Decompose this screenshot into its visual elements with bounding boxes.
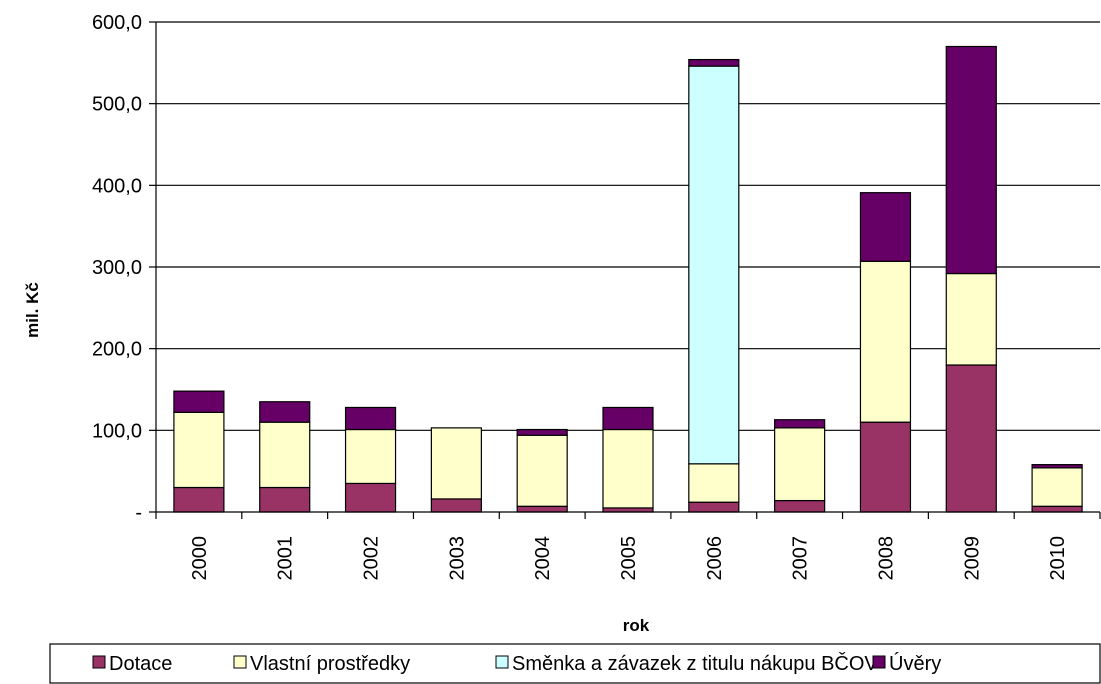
y-axis-title: mil. Kč (23, 282, 42, 338)
bar-segment (602, 507, 654, 513)
bar-segment (173, 411, 225, 489)
y-tick-label: 400,0 (92, 175, 142, 197)
x-tick-label: 2002 (361, 536, 383, 581)
x-tick-label: 2006 (704, 536, 726, 581)
x-tick-labels: 2000 2001 2002 2003 2004 2005 2006 2007 2008 2009… (189, 536, 1069, 581)
bar-segment (259, 421, 311, 489)
bar-segment (259, 401, 311, 423)
y-tick-label: 600,0 (92, 12, 142, 34)
x-tick-label: 2000 (189, 536, 211, 581)
legend-swatch (495, 655, 509, 669)
bar-segment (945, 272, 997, 366)
y-tick-label: 200,0 (92, 339, 142, 361)
bar-segment (945, 364, 997, 513)
bar-segment (1031, 505, 1083, 513)
legend-label: Úvěry (889, 652, 941, 675)
y-tick-label: 300,0 (92, 257, 142, 279)
bar-segment (688, 58, 740, 67)
x-tick-label: 2010 (1047, 536, 1069, 581)
bar-segment (774, 499, 826, 513)
legend-label: Směnka a závazek z titulu nákupu BČOV (512, 652, 878, 675)
bar-segment (859, 192, 912, 262)
axes (149, 21, 1101, 519)
legend-box (49, 643, 1101, 684)
bar-segment (516, 434, 568, 507)
x-axis-title: rok (623, 616, 650, 635)
x-tick-label: 2005 (618, 536, 640, 581)
x-tick-label: 2007 (790, 536, 812, 581)
bar-segment (774, 419, 826, 429)
y-tick-label: - (135, 502, 142, 524)
y-tick-label: 500,0 (92, 94, 142, 116)
x-tick-label: 2009 (961, 536, 983, 581)
bar-segment (430, 498, 482, 513)
legend-swatch (233, 655, 247, 669)
bar-segment (430, 427, 482, 500)
x-tick-label: 2003 (446, 536, 468, 581)
bar-segment (859, 421, 912, 513)
x-tick-label: 2004 (532, 536, 554, 581)
bar-segment (688, 65, 740, 465)
bar-segment (688, 463, 740, 503)
gridlines (156, 21, 1100, 431)
x-tick-label: 2001 (275, 536, 297, 581)
x-tick-label: 2008 (875, 536, 897, 581)
legend-label: Dotace (109, 653, 172, 675)
legend: Dotace Vlastní prostředky Směnka a závazek… (49, 643, 1101, 684)
bar-segment (259, 486, 311, 513)
legend-label: Vlastní prostředky (250, 653, 410, 675)
bar-segment (945, 45, 997, 275)
bar-segment (1031, 467, 1083, 507)
bar-segment (688, 501, 740, 513)
bar-segment (344, 428, 397, 485)
bar-segment (516, 428, 568, 436)
bar-segment (173, 390, 225, 413)
bar-segment (602, 406, 654, 431)
y-tick-label: 100,0 (92, 420, 142, 442)
bar-segment (602, 428, 654, 509)
bar-segment (173, 486, 225, 513)
bar-segment (774, 427, 826, 502)
bar-segment (1031, 464, 1083, 469)
bar-segment (859, 260, 912, 423)
bar-segment (344, 482, 397, 513)
legend-swatch (872, 655, 886, 669)
bar-segment (344, 406, 397, 431)
y-tick-labels: - 100,0 200,0 300,0 400,0 500,0 600,0 (92, 12, 142, 524)
legend-swatch (92, 655, 106, 669)
bars (173, 45, 1083, 513)
bar-segment (516, 505, 568, 513)
